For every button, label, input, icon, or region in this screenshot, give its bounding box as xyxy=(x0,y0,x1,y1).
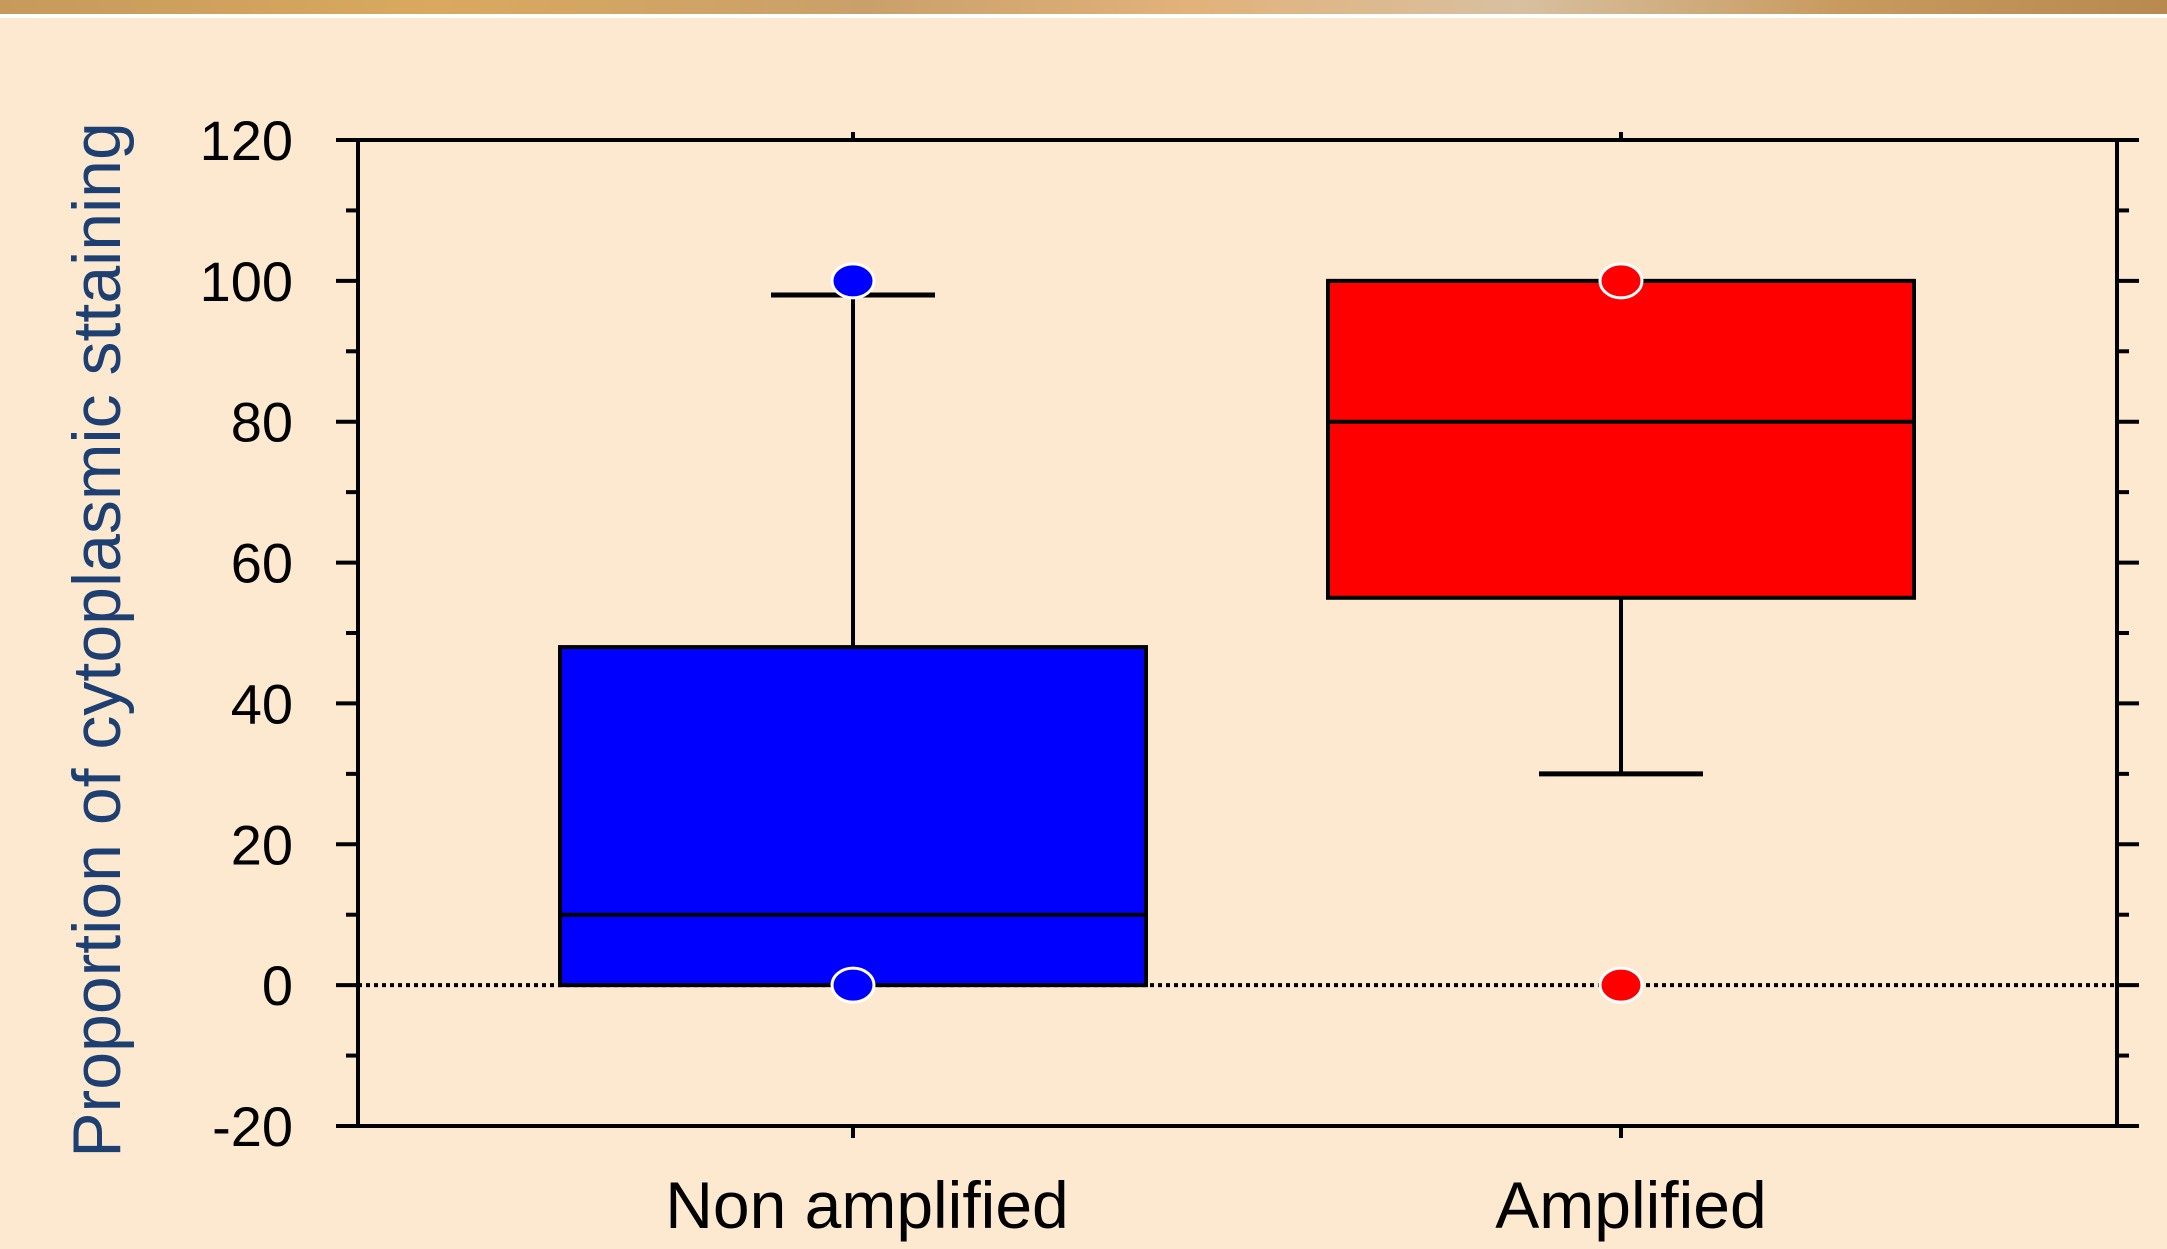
y-tick-label: 0 xyxy=(262,954,293,1017)
y-tick-label: 20 xyxy=(231,813,293,876)
y-tick-label: 40 xyxy=(231,672,293,735)
outlier-point-non-amplified xyxy=(832,968,874,1002)
box-amplified xyxy=(1328,281,1914,598)
outlier-point-amplified xyxy=(1600,968,1642,1002)
x-category-label-non-amplified: Non amplified xyxy=(665,1168,1069,1242)
y-tick-label: -20 xyxy=(212,1095,293,1158)
y-tick-label: 100 xyxy=(200,250,293,313)
y-axis-title: Proportion of cytoplasmic sttaining xyxy=(59,122,135,1158)
y-tick-label: 120 xyxy=(200,109,293,172)
y-tick-label: 60 xyxy=(231,532,293,595)
outlier-point-amplified xyxy=(1600,264,1642,298)
outlier-point-non-amplified xyxy=(832,264,874,298)
x-category-label-amplified: Amplified xyxy=(1495,1168,1766,1242)
y-tick-label: 80 xyxy=(231,391,293,454)
box-non-amplified xyxy=(560,647,1146,985)
